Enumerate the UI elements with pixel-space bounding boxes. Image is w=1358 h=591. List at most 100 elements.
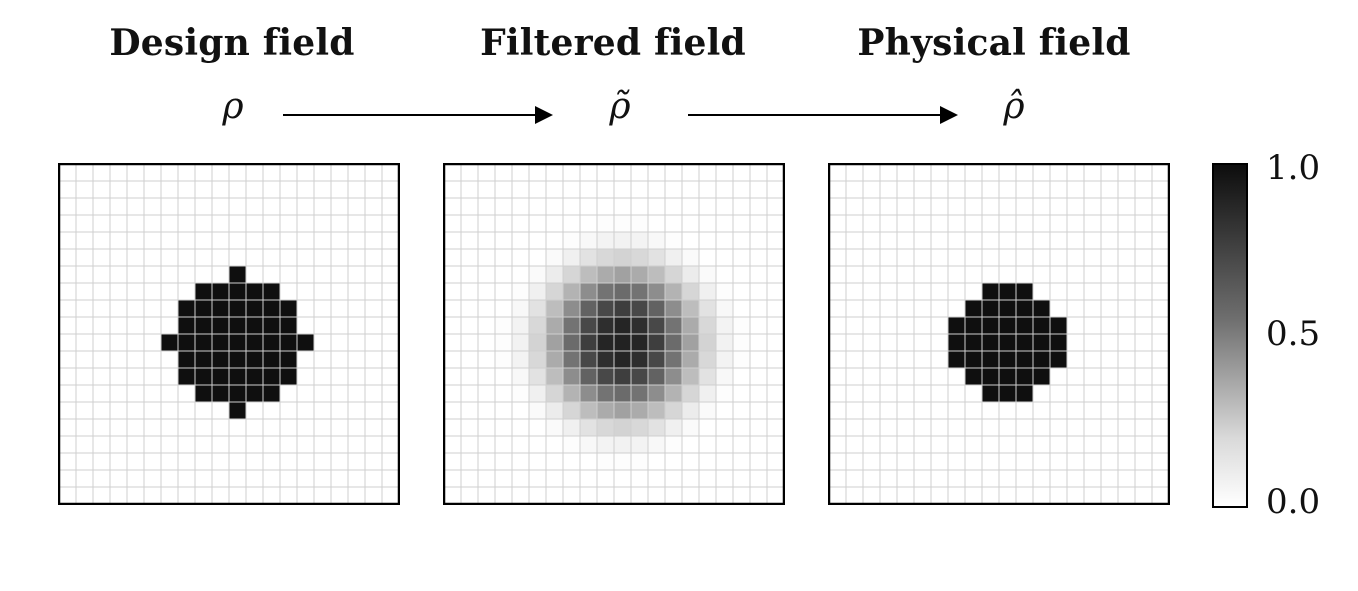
physical-field-cell — [947, 180, 966, 199]
design-field-cell — [347, 486, 366, 505]
design-field-cell — [92, 163, 111, 182]
filtered-field-cell — [579, 350, 598, 369]
physical-field-cell — [1134, 418, 1153, 437]
filtered-field-cell — [732, 435, 751, 454]
filtered-field-cell — [698, 282, 717, 301]
physical-field-cell — [1083, 180, 1102, 199]
physical-field-cell — [845, 384, 864, 403]
design-field-cell — [364, 435, 383, 454]
design-field-cell — [177, 214, 196, 233]
physical-field-cell — [828, 248, 847, 267]
filtered-field-cell — [681, 231, 700, 250]
physical-field-cell — [981, 350, 1000, 369]
physical-field-cell — [1066, 197, 1085, 216]
physical-field-cell — [1049, 316, 1068, 335]
design-field-cell — [92, 333, 111, 352]
design-field-cell — [313, 197, 332, 216]
filtered-field-cell — [664, 163, 683, 182]
filtered-field-cell — [732, 282, 751, 301]
physical-field-cell — [1134, 265, 1153, 284]
physical-field-cell — [896, 452, 915, 471]
filtered-field-cell — [477, 350, 496, 369]
filtered-field-cell — [460, 265, 479, 284]
design-field-cell — [143, 265, 162, 284]
design-field-cell — [58, 231, 77, 250]
physical-field-cell — [879, 197, 898, 216]
filtered-field-cell — [528, 163, 547, 182]
design-field-cell — [364, 316, 383, 335]
filtered-field-cell — [732, 299, 751, 318]
physical-field-cell — [1083, 486, 1102, 505]
design-field-cell — [92, 316, 111, 335]
filtered-field-cell — [630, 435, 649, 454]
design-field-cell — [160, 384, 179, 403]
design-field-cell — [58, 401, 77, 420]
design-field-cell — [92, 486, 111, 505]
filtered-symbol: ρ̃ — [609, 86, 631, 127]
filtered-field-cell — [511, 469, 530, 488]
design-field-cell — [262, 248, 281, 267]
design-field-cell — [381, 486, 400, 505]
filtered-field-cell — [766, 214, 785, 233]
physical-field-cell — [1066, 163, 1085, 182]
physical-field-cell — [998, 265, 1017, 284]
physical-field-cell — [1134, 469, 1153, 488]
physical-field-cell — [998, 350, 1017, 369]
design-field-cell — [296, 367, 315, 386]
filtered-field-cell — [443, 469, 462, 488]
colorbar-tick-max: 1.0 — [1266, 148, 1321, 188]
physical-field-cell — [1100, 367, 1119, 386]
filtered-field-cell — [749, 435, 768, 454]
colorbar-tick-min: 0.0 — [1266, 482, 1321, 522]
filtered-field-cell — [494, 486, 513, 505]
filtered-field-cell — [562, 316, 581, 335]
design-field-cell — [364, 299, 383, 318]
filtered-field-cell — [477, 248, 496, 267]
physical-field-cell — [1117, 282, 1136, 301]
physical-field-cell — [1100, 435, 1119, 454]
design-field-cell — [262, 350, 281, 369]
filtered-field-cell — [528, 469, 547, 488]
physical-field-cell — [1015, 367, 1034, 386]
filtered-field-cell — [579, 401, 598, 420]
design-field-cell — [211, 418, 230, 437]
design-field-cell — [228, 214, 247, 233]
physical-field-cell — [1151, 265, 1170, 284]
physical-field-cell — [845, 401, 864, 420]
physical-field-cell — [1015, 316, 1034, 335]
physical-field-cell — [845, 163, 864, 182]
physical-field-cell — [1151, 435, 1170, 454]
physical-field-cell — [828, 214, 847, 233]
physical-field-cell — [998, 435, 1017, 454]
filtered-field-cell — [460, 299, 479, 318]
design-field-cell — [279, 299, 298, 318]
design-field-cell — [330, 214, 349, 233]
physical-field-cell — [845, 231, 864, 250]
design-field-cell — [58, 350, 77, 369]
filtered-field-cell — [715, 316, 734, 335]
design-field-cell — [75, 486, 94, 505]
filtered-field-cell — [528, 180, 547, 199]
design-field-cell — [143, 248, 162, 267]
design-field-cell — [228, 486, 247, 505]
filtered-field-cell — [562, 180, 581, 199]
design-field-cell — [109, 367, 128, 386]
design-field-cell — [296, 163, 315, 182]
design-field-cell — [92, 367, 111, 386]
filtered-field-cell — [443, 418, 462, 437]
physical-field-cell — [1083, 299, 1102, 318]
design-field-cell — [194, 282, 213, 301]
filtered-field-cell — [698, 401, 717, 420]
design-field-cell — [194, 333, 213, 352]
physical-field-cell — [947, 231, 966, 250]
design-field-cell — [126, 384, 145, 403]
filtered-field-cell — [443, 265, 462, 284]
design-field-cell — [245, 333, 264, 352]
physical-field-cell — [1032, 435, 1051, 454]
physical-field-cell — [913, 469, 932, 488]
filtered-field-cell — [545, 452, 564, 471]
physical-field-cell — [1032, 214, 1051, 233]
physical-field-cell — [1083, 469, 1102, 488]
physical-field-cell — [845, 299, 864, 318]
physical-field-cell — [1134, 401, 1153, 420]
